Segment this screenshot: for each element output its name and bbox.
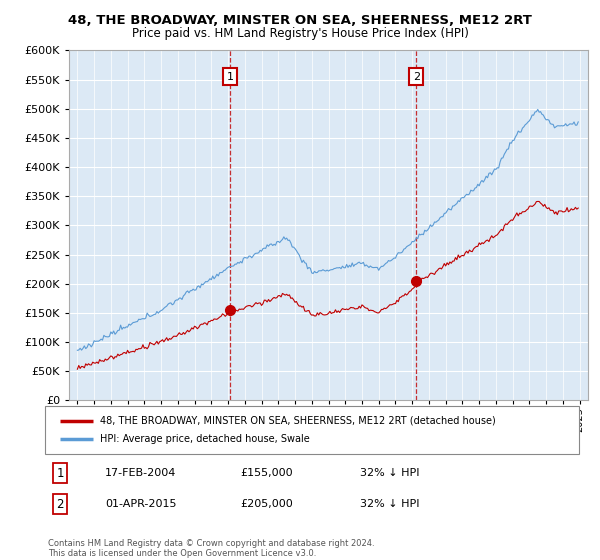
Text: HPI: Average price, detached house, Swale: HPI: Average price, detached house, Swal… xyxy=(100,434,310,444)
Text: 01-APR-2015: 01-APR-2015 xyxy=(105,499,176,509)
Text: 1: 1 xyxy=(227,72,233,82)
Text: Contains HM Land Registry data © Crown copyright and database right 2024.
This d: Contains HM Land Registry data © Crown c… xyxy=(48,539,374,558)
Text: £205,000: £205,000 xyxy=(240,499,293,509)
Text: 1: 1 xyxy=(56,466,64,480)
Text: 2: 2 xyxy=(56,497,64,511)
Text: 17-FEB-2004: 17-FEB-2004 xyxy=(105,468,176,478)
Text: 48, THE BROADWAY, MINSTER ON SEA, SHEERNESS, ME12 2RT: 48, THE BROADWAY, MINSTER ON SEA, SHEERN… xyxy=(68,14,532,27)
Text: £155,000: £155,000 xyxy=(240,468,293,478)
Text: Price paid vs. HM Land Registry's House Price Index (HPI): Price paid vs. HM Land Registry's House … xyxy=(131,27,469,40)
Text: 32% ↓ HPI: 32% ↓ HPI xyxy=(360,499,419,509)
Text: 32% ↓ HPI: 32% ↓ HPI xyxy=(360,468,419,478)
Text: 2: 2 xyxy=(413,72,420,82)
Text: 48, THE BROADWAY, MINSTER ON SEA, SHEERNESS, ME12 2RT (detached house): 48, THE BROADWAY, MINSTER ON SEA, SHEERN… xyxy=(100,416,496,426)
